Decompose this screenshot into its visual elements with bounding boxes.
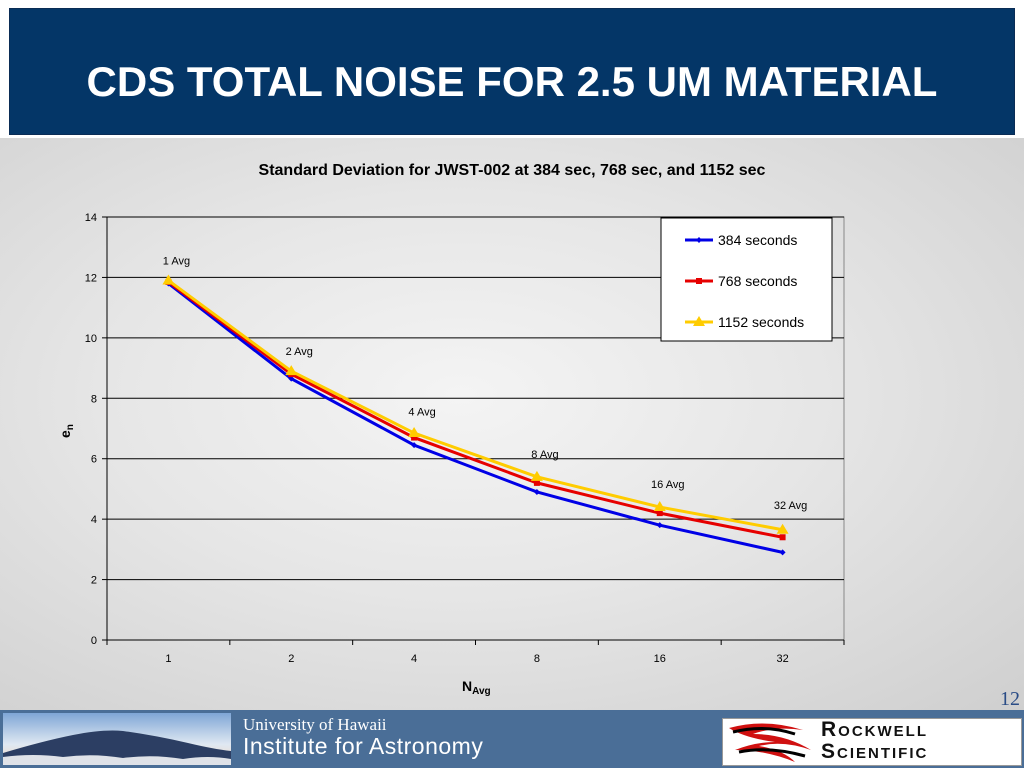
- data-point: [696, 278, 702, 284]
- y-tick-label: 10: [85, 333, 97, 345]
- legend-label: 384 seconds: [718, 232, 797, 248]
- annotation-layer: 1 Avg 2 Avg 4 Avg 8 Avg 16 Avg 32 Avg: [163, 255, 808, 512]
- chart-title: Standard Deviation for JWST-002 at 384 s…: [259, 162, 766, 179]
- annotation-label: 1 Avg: [163, 255, 190, 267]
- rockwell-wordmark: Rockwell Scientific: [821, 719, 928, 763]
- x-tick-label: 1: [165, 653, 171, 665]
- x-tick-label: 4: [411, 653, 417, 665]
- data-point: [162, 274, 175, 285]
- series-1152-seconds: [162, 274, 789, 534]
- y-tick-label: 12: [85, 272, 97, 284]
- y-axis-label-main: e: [57, 430, 73, 438]
- x-tick-label: 16: [654, 653, 666, 665]
- data-point: [656, 522, 663, 529]
- data-point: [696, 237, 702, 243]
- data-point: [411, 434, 418, 441]
- data-point: [408, 427, 421, 438]
- data-point: [776, 523, 789, 534]
- x-tick-label: 8: [534, 653, 540, 665]
- annotation-label: 16 Avg: [651, 479, 684, 491]
- rockwell-swirl-icon: [729, 723, 811, 762]
- x-axis-label: NAvg: [462, 678, 491, 697]
- x-tick-label: 32: [776, 653, 788, 665]
- institute-name: Institute for Astronomy: [243, 733, 484, 759]
- slide-background: [0, 138, 1024, 710]
- data-point: [533, 479, 540, 486]
- series-line: [167, 280, 783, 539]
- data-point: [533, 488, 540, 495]
- y-tick-label: 4: [91, 514, 97, 526]
- legend-label: 1152 seconds: [718, 314, 804, 330]
- data-point: [288, 375, 295, 382]
- data-point: [285, 365, 298, 376]
- data-point: [779, 549, 786, 556]
- chart-legend: 384 seconds 768 seconds 1152 seconds: [660, 217, 833, 342]
- logo-line-1: Rockwell: [821, 718, 928, 741]
- rockwell-logo: Rockwell Scientific: [722, 718, 1022, 766]
- x-axis-label-sub: Avg: [472, 686, 491, 697]
- x-axis-label-main: N: [462, 678, 472, 694]
- mauna-kea-photo: [3, 713, 231, 765]
- y-axis-label-sub: n: [65, 424, 76, 430]
- slide-title: CDS TOTAL NOISE FOR 2.5 UM MATERIAL: [86, 58, 938, 105]
- data-point: [656, 510, 663, 517]
- noise-chart: Standard Deviation for JWST-002 at 384 s…: [57, 162, 845, 697]
- data-point: [653, 501, 666, 512]
- annotation-label: 8 Avg: [531, 449, 558, 461]
- annotation-label: 4 Avg: [408, 407, 435, 419]
- legend-label: 768 seconds: [718, 273, 797, 289]
- y-axis: 0 2 4 6 8 10 12 14: [85, 212, 108, 647]
- annotation-label: 32 Avg: [774, 500, 807, 512]
- y-tick-label: 2: [91, 575, 97, 587]
- series-line: [167, 282, 783, 554]
- annotation-label: 2 Avg: [286, 346, 313, 358]
- series-layer: [162, 274, 789, 556]
- y-tick-label: 0: [91, 635, 97, 647]
- y-axis-label: en: [57, 424, 76, 438]
- series-line: [167, 279, 783, 532]
- data-point: [411, 442, 418, 449]
- x-tick-label: 2: [288, 653, 294, 665]
- logo-line-2: Scientific: [821, 740, 929, 763]
- data-point: [693, 316, 705, 326]
- data-point: [530, 470, 543, 481]
- page-number: 12: [1000, 688, 1020, 710]
- data-point: [779, 534, 786, 541]
- x-axis: 1 2 4 8 16 32: [106, 639, 845, 665]
- y-tick-label: 8: [91, 393, 97, 405]
- slide-title-bar: CDS TOTAL NOISE FOR 2.5 UM MATERIAL: [9, 8, 1015, 135]
- y-tick-label: 6: [91, 454, 97, 466]
- university-name: University of Hawaii: [243, 715, 387, 734]
- footer-bar: University of Hawaii Institute for Astro…: [0, 710, 1024, 768]
- y-tick-label: 14: [85, 212, 97, 224]
